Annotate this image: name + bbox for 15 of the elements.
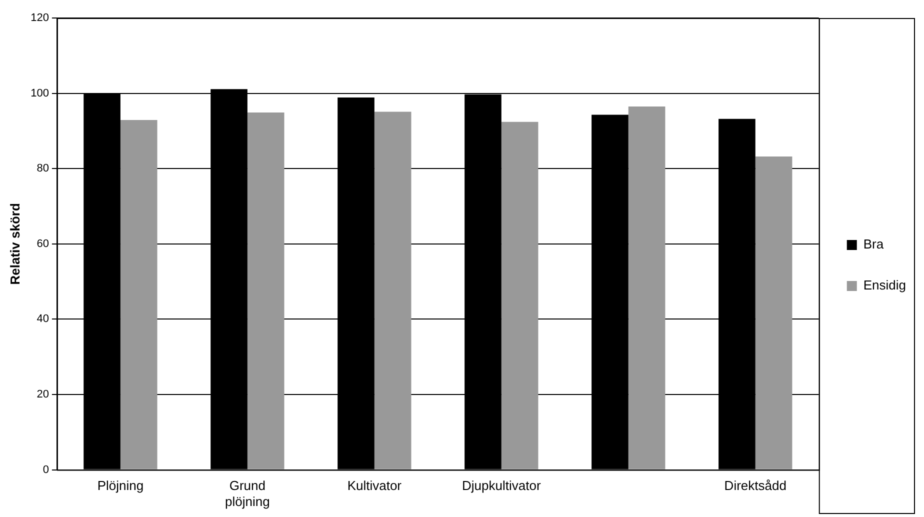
y-tick-label: 80 bbox=[36, 162, 49, 175]
x-tick-label: Plöjning bbox=[97, 478, 144, 494]
y-axis-title: Relativ skörd bbox=[7, 203, 22, 285]
x-tick-label: Djupkultivator bbox=[462, 478, 542, 494]
legend-label: Bra bbox=[863, 236, 884, 252]
x-tick-label: Grund plöjning bbox=[225, 478, 270, 509]
x-tick-label: Direktsådd bbox=[724, 478, 786, 494]
y-tick-label: 20 bbox=[36, 388, 49, 401]
y-tick-label: 0 bbox=[42, 464, 49, 476]
y-tick-label: 60 bbox=[36, 238, 49, 250]
y-tick-label: 40 bbox=[36, 313, 49, 326]
y-tick-label: 120 bbox=[30, 12, 49, 24]
x-tick-label: Kultivator bbox=[347, 478, 402, 494]
legend-label: Ensidig bbox=[863, 278, 906, 293]
y-tick-label: 100 bbox=[30, 87, 49, 100]
